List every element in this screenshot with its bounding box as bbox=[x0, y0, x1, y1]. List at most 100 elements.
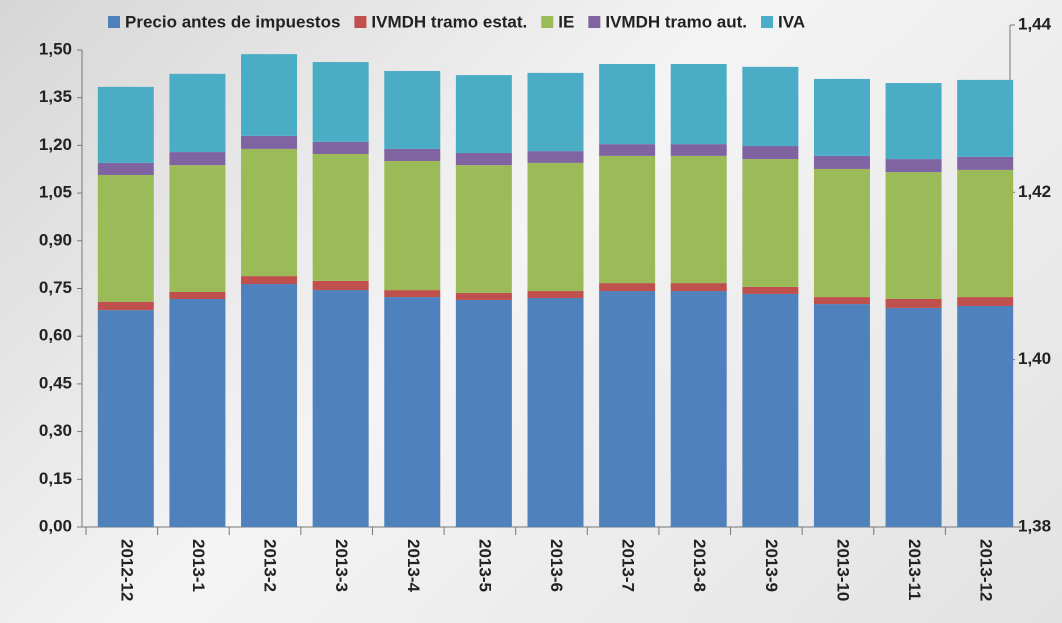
bar-segment bbox=[527, 72, 584, 152]
y-tick-label: 0,30 bbox=[39, 421, 72, 440]
y-tick-label: 0,45 bbox=[39, 373, 72, 392]
x-tick-label: 2013-10 bbox=[833, 539, 852, 601]
bar-segment bbox=[599, 144, 656, 156]
x-tick-label: 2013-12 bbox=[977, 539, 996, 601]
bar-segment bbox=[312, 153, 369, 281]
bar-segment bbox=[599, 283, 656, 292]
bar-segment bbox=[455, 75, 512, 154]
y2-tick-label: 1,40 bbox=[1018, 349, 1051, 368]
bar-segment bbox=[169, 291, 226, 299]
bar-segment bbox=[169, 165, 226, 292]
y2-tick-label: 1,42 bbox=[1018, 182, 1051, 201]
y-tick-label: 1,20 bbox=[39, 135, 72, 154]
bar-segment bbox=[241, 148, 298, 277]
bar-segment bbox=[169, 298, 226, 527]
bar-segment bbox=[742, 146, 799, 160]
y-tick-label: 0,90 bbox=[39, 230, 72, 249]
bar-segment bbox=[813, 304, 870, 527]
bar-segment bbox=[527, 162, 584, 292]
bar-segment bbox=[813, 155, 870, 169]
bar-segment bbox=[97, 174, 154, 302]
y2-tick-label: 1,38 bbox=[1018, 516, 1051, 535]
bar-segment bbox=[312, 280, 369, 291]
legend-label: IE bbox=[558, 12, 574, 31]
x-tick-label: 2013-3 bbox=[332, 539, 351, 592]
legend-swatch bbox=[354, 16, 367, 28]
x-tick-label: 2012-12 bbox=[117, 539, 136, 601]
bar-segment bbox=[813, 78, 870, 156]
legend-label: IVA bbox=[778, 12, 805, 31]
bar-segment bbox=[957, 169, 1014, 298]
x-tick-label: 2013-5 bbox=[475, 539, 494, 592]
bar-segment bbox=[957, 297, 1014, 306]
bar-segment bbox=[169, 152, 226, 166]
bar-segment bbox=[241, 284, 298, 527]
bar-segment bbox=[384, 290, 441, 298]
bar-segment bbox=[742, 286, 799, 294]
bar-segment bbox=[885, 298, 942, 308]
bar-segment bbox=[599, 155, 656, 284]
y-tick-label: 1,50 bbox=[39, 39, 72, 58]
bar-segment bbox=[885, 172, 942, 299]
bar-segment bbox=[384, 148, 441, 161]
bar-segment bbox=[670, 291, 727, 527]
bar-segment bbox=[312, 62, 369, 142]
x-tick-label: 2013-11 bbox=[905, 539, 924, 600]
bar-segment bbox=[527, 291, 584, 299]
bar-segment bbox=[527, 151, 584, 163]
bar-segment bbox=[742, 293, 799, 527]
y-tick-label: 0,00 bbox=[39, 516, 72, 535]
bar-segment bbox=[455, 292, 512, 300]
bar-segment bbox=[241, 135, 298, 149]
bar-segment bbox=[384, 297, 441, 527]
x-tick-label: 2013-2 bbox=[261, 539, 280, 592]
bar-segment bbox=[97, 162, 154, 175]
bar-segment bbox=[312, 290, 369, 527]
bar-segment bbox=[957, 79, 1014, 157]
bar-segment bbox=[813, 297, 870, 305]
bar-segment bbox=[97, 301, 154, 311]
bar-segment bbox=[670, 283, 727, 292]
bar-segment bbox=[885, 307, 942, 527]
bar-segment bbox=[241, 276, 298, 285]
y2-tick-label: 1,44 bbox=[1018, 14, 1052, 33]
legend-swatch bbox=[108, 16, 120, 28]
bar-segment bbox=[599, 63, 656, 145]
y-tick-label: 0,60 bbox=[39, 326, 72, 345]
x-tick-label: 2013-9 bbox=[762, 539, 781, 592]
bar-segment bbox=[742, 66, 799, 147]
bar-segment bbox=[527, 298, 584, 527]
bar-segment bbox=[670, 155, 727, 284]
bar-segment bbox=[455, 153, 512, 166]
y-tick-label: 0,75 bbox=[39, 278, 72, 297]
bar-segment bbox=[885, 159, 942, 173]
bar-segment bbox=[670, 63, 727, 145]
legend-label: IVMDH tramo estat. bbox=[371, 12, 527, 31]
bar-segment bbox=[957, 305, 1014, 527]
y-tick-label: 1,35 bbox=[39, 87, 72, 106]
bar-segment bbox=[670, 144, 727, 156]
x-tick-label: 2013-1 bbox=[189, 539, 208, 592]
bar-segment bbox=[455, 299, 512, 527]
bar-segment bbox=[813, 168, 870, 298]
bar-segment bbox=[241, 54, 298, 136]
legend-swatch bbox=[761, 16, 774, 28]
legend-swatch bbox=[541, 16, 554, 28]
bar-segment bbox=[384, 160, 441, 291]
bar-segment bbox=[599, 291, 656, 527]
bar-segment bbox=[885, 83, 942, 160]
y-tick-label: 0,15 bbox=[39, 469, 72, 488]
bar-segment bbox=[312, 141, 369, 154]
legend-label: IVMDH tramo aut. bbox=[605, 12, 747, 31]
legend-label: Precio antes de impuestos bbox=[125, 12, 340, 31]
x-tick-label: 2013-4 bbox=[404, 539, 423, 592]
x-tick-label: 2013-7 bbox=[619, 539, 638, 592]
bar-segment bbox=[97, 86, 154, 163]
bar-segment bbox=[384, 70, 441, 149]
y-tick-label: 1,05 bbox=[39, 183, 72, 202]
x-tick-label: 2013-6 bbox=[547, 539, 566, 592]
legend-swatch bbox=[588, 16, 601, 28]
bar-segment bbox=[97, 310, 154, 527]
